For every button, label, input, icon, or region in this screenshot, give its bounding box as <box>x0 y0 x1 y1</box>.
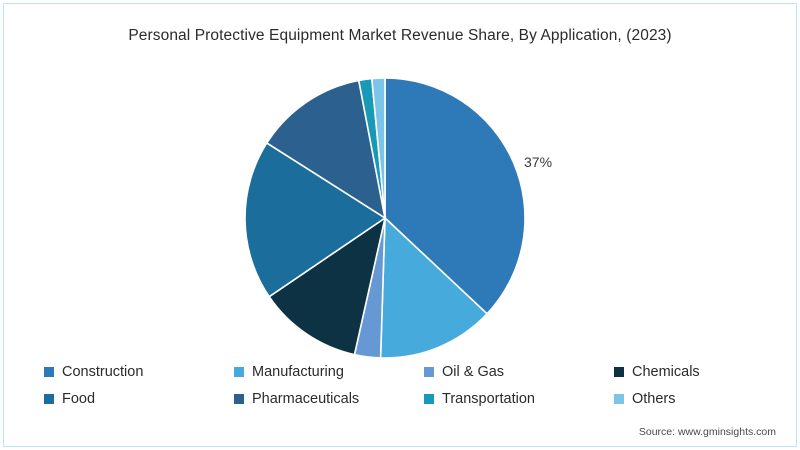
pie-slice[interactable] <box>244 141 387 298</box>
legend-item-label: Others <box>632 391 676 407</box>
legend-item-manufacturing[interactable]: Manufacturing <box>234 364 424 380</box>
legend-item-oil-and-gas[interactable]: Oil & Gas <box>424 364 614 380</box>
legend-item-label: Chemicals <box>632 364 700 380</box>
legend-item-chemicals[interactable]: Chemicals <box>614 364 800 380</box>
legend-swatch-icon <box>234 367 244 377</box>
legend-item-transportation[interactable]: Transportation <box>424 391 614 407</box>
pie-chart-svg <box>244 77 526 359</box>
legend-swatch-icon <box>44 367 54 377</box>
legend-swatch-icon <box>234 394 244 404</box>
legend-item-label: Food <box>62 391 96 407</box>
chart-title: Personal Protective Equipment Market Rev… <box>128 27 672 44</box>
pie-slice[interactable] <box>268 216 387 356</box>
pie-slice[interactable] <box>370 77 386 219</box>
legend-swatch-icon <box>614 367 624 377</box>
slice-percent-label: 37% <box>524 154 553 170</box>
legend-item-others[interactable]: Others <box>614 391 800 407</box>
legend-item-label: Construction <box>62 364 144 380</box>
pie-slice[interactable] <box>379 216 489 359</box>
legend-item-label: Transportation <box>442 391 535 407</box>
legend-item-label: Manufacturing <box>252 364 344 380</box>
pie-slice[interactable] <box>265 79 387 220</box>
legend-row: Construction Manufacturing Oil & Gas Che… <box>44 364 756 380</box>
legend-item-label: Oil & Gas <box>442 364 505 380</box>
pie-slice[interactable] <box>384 77 526 315</box>
legend-swatch-icon <box>424 394 434 404</box>
legend-swatch-icon <box>44 394 54 404</box>
legend-swatch-icon <box>614 394 624 404</box>
legend-item-construction[interactable]: Construction <box>44 364 234 380</box>
legend-swatch-icon <box>424 367 434 377</box>
source-attribution: Source: www.gminsights.com <box>638 426 776 438</box>
legend-item-pharmaceuticals[interactable]: Pharmaceuticals <box>234 391 424 407</box>
pie-chart <box>244 77 526 359</box>
legend-item-food[interactable]: Food <box>44 391 234 407</box>
chart-legend: Construction Manufacturing Oil & Gas Che… <box>44 364 756 418</box>
legend-row: Food Pharmaceuticals Transportation Othe… <box>44 391 756 407</box>
legend-item-label: Pharmaceuticals <box>252 391 360 407</box>
